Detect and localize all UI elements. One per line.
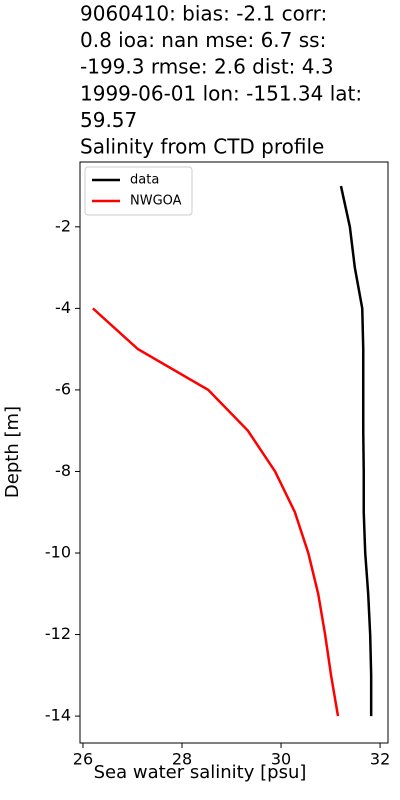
y-axis-label: Depth [m] <box>2 406 23 498</box>
x-tick-label: 26 <box>73 750 93 769</box>
y-tick-label: -4 <box>55 298 71 317</box>
x-tick-label: 28 <box>172 750 192 769</box>
chart-title: -199.3 rmse: 2.6 dist: 4.3 <box>80 55 334 79</box>
chart-title: 0.8 ioa: nan mse: 6.7 ss: <box>80 28 326 52</box>
plot-frame <box>79 161 389 744</box>
y-tick-label: -14 <box>45 706 71 725</box>
line-series <box>92 307 340 717</box>
legend-label: data <box>130 173 159 188</box>
chart-title: 9060410: bias: -2.1 corr: <box>80 2 327 26</box>
y-tick-label: -2 <box>55 216 71 235</box>
line-series <box>339 185 373 717</box>
chart-title: 1999-06-01 lon: -151.34 lat: <box>80 81 362 105</box>
chart-title: Salinity from CTD profile <box>80 135 324 159</box>
chart-title: 59.57 <box>80 108 137 132</box>
y-tick-label: -8 <box>55 461 71 480</box>
x-axis-label: Sea water salinity [psu] <box>94 762 307 783</box>
y-tick-label: -6 <box>55 379 71 398</box>
x-tick-label: 32 <box>370 750 390 769</box>
y-tick-label: -10 <box>45 543 71 562</box>
legend-label: NWGOA <box>130 194 182 209</box>
x-tick-label: 30 <box>271 750 291 769</box>
y-tick-label: -12 <box>45 624 71 643</box>
